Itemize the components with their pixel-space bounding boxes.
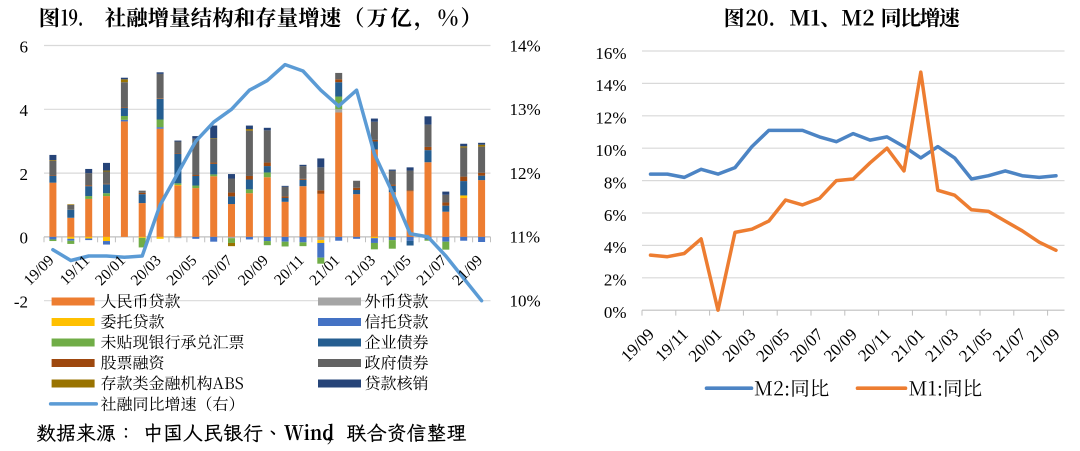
svg-text:2%: 2% — [604, 271, 627, 290]
svg-text:0%: 0% — [604, 303, 627, 322]
svg-text:-2: -2 — [14, 293, 28, 312]
svg-text:11%: 11% — [510, 228, 541, 247]
svg-text:12%: 12% — [595, 109, 626, 128]
svg-text:6%: 6% — [604, 206, 627, 225]
svg-text:2: 2 — [20, 165, 29, 184]
svg-text:14%: 14% — [595, 76, 626, 95]
svg-text:0: 0 — [20, 229, 29, 248]
svg-text:10%: 10% — [510, 292, 541, 311]
svg-text:6: 6 — [20, 37, 29, 56]
svg-text:4: 4 — [20, 101, 29, 120]
svg-text:16%: 16% — [595, 44, 626, 63]
svg-text:13%: 13% — [510, 100, 541, 119]
svg-text:4%: 4% — [604, 238, 627, 257]
svg-text:10%: 10% — [595, 141, 626, 160]
svg-text:14%: 14% — [510, 36, 541, 55]
svg-text:8%: 8% — [604, 173, 627, 192]
svg-text:12%: 12% — [510, 164, 541, 183]
